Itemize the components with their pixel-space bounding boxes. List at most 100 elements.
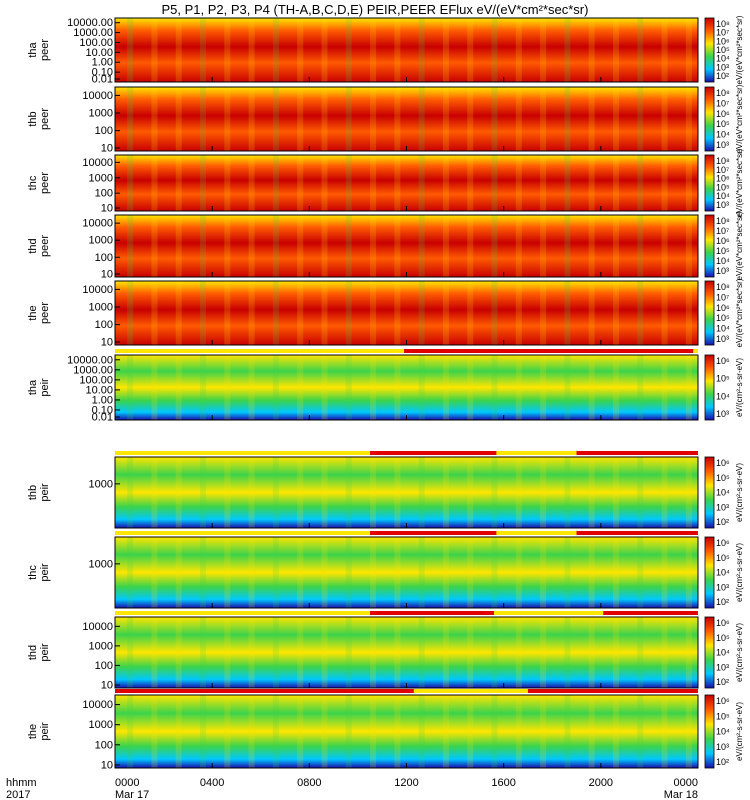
spectrogram-texture bbox=[685, 215, 692, 277]
spectrogram-texture bbox=[515, 215, 522, 277]
spectrogram-texture bbox=[442, 281, 449, 345]
panel-probe-label: thc bbox=[27, 565, 39, 580]
spectrogram-texture bbox=[394, 281, 401, 345]
spectrogram-texture bbox=[175, 617, 182, 688]
panel-species-label: peer bbox=[39, 235, 51, 257]
spectrogram-texture bbox=[515, 537, 522, 608]
spectrogram-texture bbox=[224, 695, 231, 768]
panel-thc-peir: 1000 thc peir 10⁶ 10⁵ 10⁴ 10³ 10² eV/(cm²-s-sr-e… bbox=[27, 536, 744, 609]
spectrogram-texture bbox=[515, 457, 522, 528]
spectrogram-texture bbox=[370, 537, 377, 608]
spectrogram-texture bbox=[442, 18, 449, 82]
spectrogram-texture bbox=[151, 355, 158, 420]
spectrogram-texture bbox=[272, 457, 279, 528]
spectrogram-texture bbox=[297, 457, 304, 528]
spectrogram-texture bbox=[370, 87, 377, 151]
colorbar bbox=[704, 694, 715, 769]
spectrogram-texture bbox=[200, 355, 207, 420]
colorbar-tick-label: 10³ bbox=[716, 662, 729, 672]
colorbar bbox=[704, 536, 715, 609]
spectrogram-texture bbox=[151, 215, 158, 277]
colorbar-tick-label: 10⁷ bbox=[716, 226, 729, 236]
panel-species-label: peir bbox=[39, 563, 51, 582]
colorbar-tick-label: 10⁸ bbox=[716, 19, 730, 29]
spectrogram-texture bbox=[272, 281, 279, 345]
spectrogram-texture bbox=[612, 155, 619, 211]
spectrogram-texture bbox=[442, 215, 449, 277]
spectrogram-texture bbox=[564, 18, 571, 82]
colorbar-tick-label: 10⁶ bbox=[716, 236, 730, 246]
spectrogram-texture bbox=[321, 617, 328, 688]
spectrogram-texture bbox=[637, 695, 644, 768]
colorbar-tick-label: 10⁵ bbox=[716, 45, 730, 55]
spectrogram-texture bbox=[370, 695, 377, 768]
y-tick-label: 0.10 bbox=[92, 404, 113, 416]
spectrogram-texture bbox=[370, 281, 377, 345]
panel-probe-label: the bbox=[27, 724, 39, 739]
colorbar-tick-label: 10⁴ bbox=[716, 391, 730, 401]
spectrogram-texture bbox=[297, 155, 304, 211]
spectrogram-texture bbox=[540, 695, 547, 768]
quality-bar-flagged bbox=[576, 451, 698, 455]
spectrogram-texture bbox=[467, 155, 474, 211]
spectrogram-texture bbox=[540, 155, 547, 211]
spectrogram-texture bbox=[588, 695, 595, 768]
spectrogram-texture bbox=[467, 695, 474, 768]
colorbar bbox=[704, 17, 715, 83]
spectrogram-texture bbox=[272, 537, 279, 608]
quality-bar-flagged bbox=[576, 531, 698, 535]
colorbar-tick-label: 10⁵ bbox=[716, 553, 730, 563]
spectrogram-texture bbox=[491, 617, 498, 688]
spectrogram-texture bbox=[637, 537, 644, 608]
spectrogram-texture bbox=[491, 87, 498, 151]
colorbar-label: eV/(cm²-s-sr-eV) bbox=[735, 543, 744, 602]
spectrogram-texture bbox=[370, 18, 377, 82]
spectrogram-texture bbox=[588, 87, 595, 151]
colorbar-tick-label: 10⁶ bbox=[716, 356, 730, 366]
y-tick-label: 1.00 bbox=[92, 394, 113, 406]
y-tick-label: 1000.00 bbox=[73, 27, 113, 39]
spectrogram-texture bbox=[248, 695, 255, 768]
spectrogram-texture bbox=[685, 355, 692, 420]
colorbar-tick-label: 10⁶ bbox=[716, 36, 730, 46]
colorbar-tick-label: 10⁴ bbox=[716, 488, 730, 498]
colorbar-tick-label: 10⁵ bbox=[716, 119, 730, 129]
spectrogram-texture bbox=[442, 355, 449, 420]
spectrogram-texture bbox=[637, 18, 644, 82]
spectrogram-texture bbox=[248, 281, 255, 345]
spectrogram-texture bbox=[418, 281, 425, 345]
spectrogram-texture bbox=[491, 281, 498, 345]
spectrogram-texture bbox=[685, 457, 692, 528]
y-tick-label: 1000.00 bbox=[73, 364, 113, 376]
spectrogram-texture bbox=[588, 457, 595, 528]
panel-species-label: peer bbox=[39, 302, 51, 324]
spectrogram-texture bbox=[515, 18, 522, 82]
spectrogram-texture bbox=[612, 281, 619, 345]
spectrogram-fill bbox=[115, 695, 698, 768]
spectrogram-texture bbox=[467, 281, 474, 345]
spectrogram-texture bbox=[200, 87, 207, 151]
spectrogram-texture bbox=[127, 281, 134, 345]
colorbar-tick-label: 10⁴ bbox=[716, 727, 730, 737]
spectrogram-texture bbox=[661, 695, 668, 768]
spectrogram-texture bbox=[272, 87, 279, 151]
y-tick-label: 10000 bbox=[82, 284, 113, 296]
x-tick-date-label: Mar 17 bbox=[115, 789, 149, 800]
spectrogram-texture bbox=[418, 537, 425, 608]
spectrogram-texture bbox=[394, 215, 401, 277]
y-tick-label: 0.10 bbox=[92, 67, 113, 79]
spectrogram-texture bbox=[175, 215, 182, 277]
time-axis-row1-label: hhmm bbox=[6, 777, 37, 789]
spectrogram-texture bbox=[661, 457, 668, 528]
spectrogram-texture bbox=[442, 155, 449, 211]
colorbar-tick-label: 10⁸ bbox=[716, 88, 730, 98]
colorbar-tick-label: 10⁶ bbox=[716, 458, 730, 468]
colorbar-tick-label: 10⁸ bbox=[716, 216, 730, 226]
spectrogram-texture bbox=[224, 18, 231, 82]
x-tick-label: 0000 bbox=[115, 777, 139, 789]
spectrogram-texture bbox=[127, 215, 134, 277]
spectrogram-texture bbox=[467, 457, 474, 528]
x-tick-label: 0400 bbox=[200, 777, 224, 789]
spectrogram-texture bbox=[321, 355, 328, 420]
